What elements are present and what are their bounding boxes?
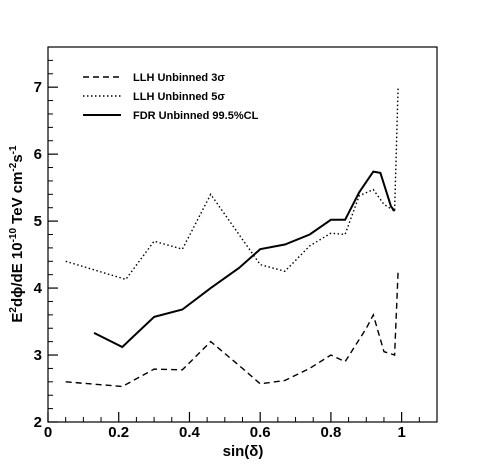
y-axis-label-sup-a: 2: [8, 307, 19, 313]
x-tick-label: 0.8: [320, 424, 341, 441]
y-tick-label: 3: [34, 347, 42, 364]
series-line-3: [93, 170, 396, 349]
y-tick-label: 7: [34, 79, 42, 96]
y-tick-label: 2: [34, 414, 42, 431]
series-layer: [65, 87, 399, 388]
x-tick-label: 0.4: [179, 424, 201, 441]
x-tick-label: 0.2: [108, 424, 129, 441]
series-line-2: [65, 87, 399, 281]
y-axis-label-part-c: TeV cm: [9, 172, 26, 228]
svg-text:E2dϕ/dE 10-10 TeV cm-2s-1: E2dϕ/dE 10-10 TeV cm-2s-1: [8, 145, 26, 323]
x-tick-label: 0: [44, 424, 52, 441]
x-axis-label: sin(δ): [223, 443, 264, 460]
x-tick-label: 0.6: [250, 424, 271, 441]
y-tick-label: 5: [34, 213, 42, 230]
y-axis-label-sup-c: -2: [8, 162, 19, 171]
y-tick-label: 4: [34, 280, 43, 297]
plot-frame: [47, 46, 438, 423]
legend-label-1: LLH Unbinned 3σ: [133, 72, 225, 84]
y-axis-label-part-a: E: [9, 313, 26, 323]
legend: LLH Unbinned 3σ LLH Unbinned 5σ FDR Unbinn…: [83, 72, 259, 122]
x-axis-ticks: 0 0.2 0.4 0.6 0.8 1: [44, 412, 438, 441]
legend-label-3: FDR Unbinned 99.5%CL: [133, 110, 259, 122]
series-line-1: [65, 271, 399, 388]
y-axis-label-part-b: dϕ/dE 10: [9, 242, 26, 307]
x-tick-label: 1: [397, 424, 405, 441]
legend-label-2: LLH Unbinned 5σ: [133, 91, 225, 103]
y-axis-label-part-d: s: [9, 154, 26, 162]
y-axis-ticks: 2 3 4 5 6 7: [34, 46, 58, 431]
y-axis-label-sup-b: -10: [8, 228, 19, 243]
y-axis-label-sup-d: -1: [8, 145, 19, 154]
y-axis-label: E2dϕ/dE 10-10 TeV cm-2s-1: [8, 145, 26, 323]
y-tick-label: 6: [34, 146, 42, 163]
